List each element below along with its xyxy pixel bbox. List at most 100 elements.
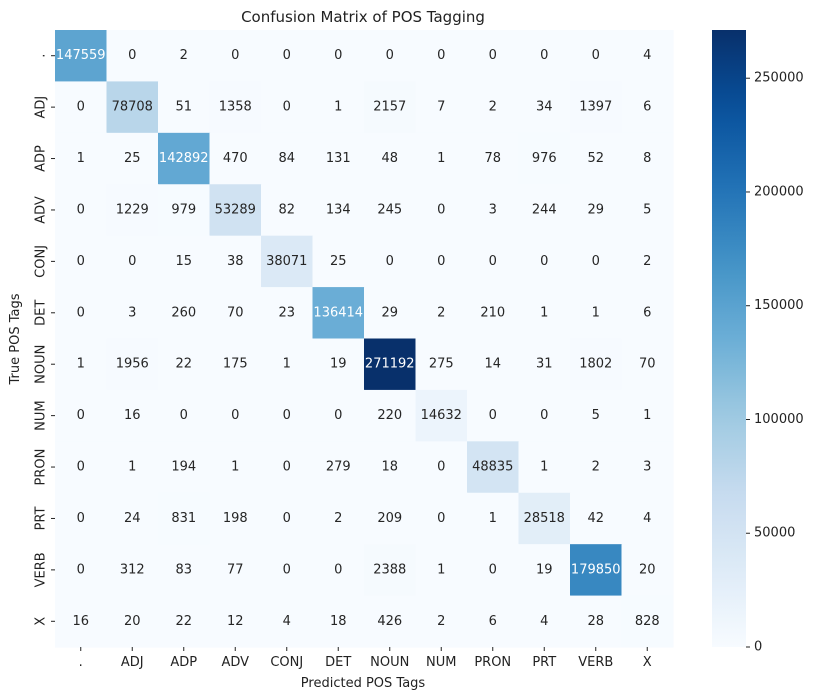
x-tick-label: ADJ (121, 655, 144, 670)
cell-value-label: 24 (124, 511, 141, 526)
heatmap-cell (55, 389, 108, 442)
colorbar-ticks: 0 50000 100000 150000 200000 250000 (746, 71, 804, 655)
heatmap-cell (570, 81, 623, 134)
cell-value-label: 18 (381, 460, 398, 475)
heatmap-cell (621, 30, 674, 83)
heatmap-cell (518, 441, 571, 494)
cell-value-label: 31 (536, 357, 553, 372)
cell-value-label: 19 (330, 357, 347, 372)
heatmap-cell (570, 287, 623, 340)
cell-value-label: 53289 (215, 202, 256, 217)
cell-value-label: 0 (437, 254, 445, 269)
heatmap-cell (621, 338, 674, 391)
y-tick-label: DET (34, 300, 49, 326)
cell-value-label: 0 (77, 562, 85, 577)
cell-value-label: 134 (326, 202, 351, 217)
cell-value-label: 14632 (421, 408, 462, 423)
cell-value-label: 0 (283, 408, 291, 423)
cell-value-label: 7 (437, 100, 445, 115)
cell-value-label: 245 (377, 202, 402, 217)
heatmap-cell (518, 81, 571, 134)
cell-value-label: 2 (180, 48, 188, 63)
heatmap-cell (518, 595, 571, 648)
y-tick-label: ADP (34, 145, 49, 172)
cell-value-label: 979 (171, 202, 196, 217)
cell-value-label: 142892 (159, 151, 209, 166)
cell-value-label: 0 (283, 460, 291, 475)
heatmap-cell (55, 544, 108, 597)
heatmap-cell (106, 81, 159, 134)
cell-value-label: 1229 (116, 202, 149, 217)
heatmap-cell (364, 132, 417, 185)
cell-value-label: 70 (639, 357, 656, 372)
cell-value-label: 48 (381, 151, 398, 166)
heatmap-cell (364, 30, 417, 83)
cell-value-label: 0 (283, 511, 291, 526)
heatmap-cell (261, 184, 314, 237)
colorbar-tick-label: 200000 (754, 184, 804, 199)
heatmap-cell (312, 595, 365, 648)
cell-value-label: 1802 (579, 357, 612, 372)
cell-value-label: 0 (334, 48, 342, 63)
heatmap-cell (518, 184, 571, 237)
heatmap-cell (55, 338, 108, 391)
cell-value-label: 0 (77, 460, 85, 475)
cell-value-label: 16 (124, 408, 141, 423)
cell-value-label: 29 (587, 202, 604, 217)
cell-value-label: 0 (334, 562, 342, 577)
heatmap-cell (312, 389, 365, 442)
cell-value-label: 28 (587, 614, 604, 629)
cell-value-label: 23 (278, 305, 295, 320)
heatmap-cell (467, 441, 520, 494)
heatmap-cell (467, 287, 520, 340)
heatmap-cell (261, 81, 314, 134)
cell-value-label: 0 (77, 511, 85, 526)
heatmap-cell (209, 492, 262, 545)
x-tick-label: PRT (532, 655, 556, 670)
heatmap-cell (467, 544, 520, 597)
heatmap-cell (261, 595, 314, 648)
cell-value-label: 1 (283, 357, 291, 372)
cell-value-label: 25 (330, 254, 347, 269)
heatmap-cell (467, 184, 520, 237)
heatmap-cell (106, 441, 159, 494)
heatmap-cell (518, 30, 571, 83)
cell-value-label: 0 (77, 305, 85, 320)
x-tick-label: DET (325, 655, 351, 670)
heatmap-cell (415, 30, 468, 83)
y-axis-ticks: . ADJ ADP ADV CONJ DET NOUN NUM PRON PRT VERB X (34, 54, 55, 626)
heatmap-cell (209, 389, 262, 442)
cell-value-label: 18 (330, 614, 347, 629)
x-tick-label: X (643, 655, 652, 670)
heatmap-cell (570, 184, 623, 237)
cell-value-label: 4 (540, 614, 548, 629)
cell-value-label: 12 (227, 614, 244, 629)
heatmap-cell (158, 81, 211, 134)
heatmap-cell (570, 492, 623, 545)
heatmap-cell (261, 492, 314, 545)
colorbar-tick-label: 100000 (754, 412, 804, 427)
cell-value-label: 0 (437, 460, 445, 475)
cell-value-label: 5 (592, 408, 600, 423)
heatmap-cell (106, 132, 159, 185)
cell-value-label: 2 (592, 460, 600, 475)
cell-value-label: 0 (386, 254, 394, 269)
cell-value-label: 38 (227, 254, 244, 269)
heatmap-cell (415, 441, 468, 494)
cell-value-label: 2388 (373, 562, 406, 577)
cell-value-label: 0 (592, 254, 600, 269)
heatmap-cell (570, 30, 623, 83)
cell-value-label: 312 (120, 562, 145, 577)
heatmap-cell (312, 184, 365, 237)
heatmap-cell (55, 287, 108, 340)
heatmap-cell (106, 184, 159, 237)
heatmap-cell (55, 30, 108, 83)
cell-value-label: 1 (437, 151, 445, 166)
colorbar-tick-label: 50000 (754, 526, 795, 541)
heatmap-cell (55, 132, 108, 185)
cell-value-label: 426 (377, 614, 402, 629)
cell-value-label: 175 (223, 357, 248, 372)
heatmap-cell (570, 595, 623, 648)
cell-value-label: 2 (334, 511, 342, 526)
heatmap-cell (621, 595, 674, 648)
